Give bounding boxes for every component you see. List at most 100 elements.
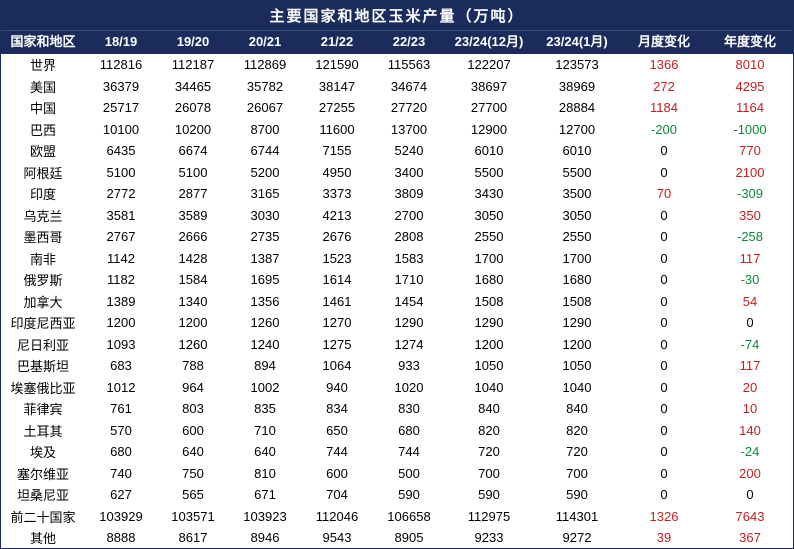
table-cell: 720 bbox=[533, 444, 621, 459]
table-cell: 坦桑尼亚 bbox=[1, 485, 85, 504]
table-cell: -24 bbox=[707, 444, 793, 459]
table-cell: 112869 bbox=[229, 57, 301, 72]
table-cell: 0 bbox=[621, 143, 707, 158]
table-cell: 1680 bbox=[533, 272, 621, 287]
table-row: 印度尼西亚120012001260127012901290129000 bbox=[1, 312, 793, 334]
table-cell: 6435 bbox=[85, 143, 157, 158]
table-cell: 27255 bbox=[301, 100, 373, 115]
table-cell: 840 bbox=[445, 401, 533, 416]
table-cell: 0 bbox=[621, 401, 707, 416]
table-cell: 744 bbox=[301, 444, 373, 459]
table-cell: -1000 bbox=[707, 122, 793, 137]
table-cell: 820 bbox=[533, 423, 621, 438]
table-cell: 8010 bbox=[707, 57, 793, 72]
table-header-row: 国家和地区18/1919/2020/2121/2222/2323/24(12月)… bbox=[1, 30, 793, 54]
table-cell: 7155 bbox=[301, 143, 373, 158]
table-cell: 964 bbox=[157, 380, 229, 395]
table-row: 土耳其5706007106506808208200140 bbox=[1, 419, 793, 441]
table-cell: 印度尼西亚 bbox=[1, 313, 85, 332]
table-cell: 0 bbox=[621, 337, 707, 352]
table-cell: 南非 bbox=[1, 249, 85, 268]
table-cell: 1584 bbox=[157, 272, 229, 287]
table-cell: 1240 bbox=[229, 337, 301, 352]
table-cell: 美国 bbox=[1, 77, 85, 96]
table-row: 阿根廷510051005200495034005500550002100 bbox=[1, 161, 793, 183]
table-cell: 1356 bbox=[229, 294, 301, 309]
table-row: 坦桑尼亚62756567170459059059000 bbox=[1, 484, 793, 506]
table-cell: 2772 bbox=[85, 186, 157, 201]
table-cell: 1290 bbox=[445, 315, 533, 330]
table-cell: 680 bbox=[373, 423, 445, 438]
table-cell: 112975 bbox=[445, 509, 533, 524]
table-cell: 103929 bbox=[85, 509, 157, 524]
table-cell: 菲律宾 bbox=[1, 399, 85, 418]
table-cell: 1012 bbox=[85, 380, 157, 395]
table-cell: 803 bbox=[157, 401, 229, 416]
table-cell: 1366 bbox=[621, 57, 707, 72]
table-cell: 28884 bbox=[533, 100, 621, 115]
table-cell: 570 bbox=[85, 423, 157, 438]
table-cell: 830 bbox=[373, 401, 445, 416]
table-cell: 10 bbox=[707, 401, 793, 416]
corn-production-table: 主要国家和地区玉米产量（万吨） 国家和地区18/1919/2020/2121/2… bbox=[0, 0, 794, 549]
table-cell: 1050 bbox=[533, 358, 621, 373]
table-cell: 39 bbox=[621, 530, 707, 545]
table-cell: 9272 bbox=[533, 530, 621, 545]
table-cell: 590 bbox=[373, 487, 445, 502]
table-cell: 106658 bbox=[373, 509, 445, 524]
table-cell: 0 bbox=[621, 229, 707, 244]
table-cell: 4295 bbox=[707, 79, 793, 94]
table-cell: 1583 bbox=[373, 251, 445, 266]
table-cell: 835 bbox=[229, 401, 301, 416]
table-cell: 1260 bbox=[229, 315, 301, 330]
table-cell: 墨西哥 bbox=[1, 227, 85, 246]
table-cell: 840 bbox=[533, 401, 621, 416]
table-cell: 1064 bbox=[301, 358, 373, 373]
table-cell: 中国 bbox=[1, 98, 85, 117]
table-row: 南非11421428138715231583170017000117 bbox=[1, 247, 793, 269]
table-cell: 0 bbox=[621, 165, 707, 180]
table-cell: 13700 bbox=[373, 122, 445, 137]
table-cell: 0 bbox=[621, 466, 707, 481]
table-cell: 671 bbox=[229, 487, 301, 502]
table-cell: 3589 bbox=[157, 208, 229, 223]
table-cell: 121590 bbox=[301, 57, 373, 72]
table-cell: 3050 bbox=[533, 208, 621, 223]
table-cell: 印度 bbox=[1, 184, 85, 203]
table-cell: 0 bbox=[621, 358, 707, 373]
table-cell: 112187 bbox=[157, 57, 229, 72]
table-cell: 590 bbox=[533, 487, 621, 502]
table-cell: 26067 bbox=[229, 100, 301, 115]
table-cell: 200 bbox=[707, 466, 793, 481]
table-cell: 3030 bbox=[229, 208, 301, 223]
table-cell: 俄罗斯 bbox=[1, 270, 85, 289]
table-body: 世界11281611218711286912159011556312220712… bbox=[1, 54, 793, 549]
table-row: 墨西哥27672666273526762808255025500-258 bbox=[1, 226, 793, 248]
table-cell: 10200 bbox=[157, 122, 229, 137]
table-cell: 1428 bbox=[157, 251, 229, 266]
table-cell: 350 bbox=[707, 208, 793, 223]
table-cell: 834 bbox=[301, 401, 373, 416]
table-cell: 367 bbox=[707, 530, 793, 545]
table-cell: -30 bbox=[707, 272, 793, 287]
table-cell: 770 bbox=[707, 143, 793, 158]
table-cell: 720 bbox=[445, 444, 533, 459]
table-cell: 巴西 bbox=[1, 120, 85, 139]
table-cell: 38697 bbox=[445, 79, 533, 94]
table-cell: 9233 bbox=[445, 530, 533, 545]
table-cell: 6010 bbox=[533, 143, 621, 158]
table-cell: 1020 bbox=[373, 380, 445, 395]
table-cell: 0 bbox=[621, 444, 707, 459]
table-title: 主要国家和地区玉米产量（万吨） bbox=[1, 1, 793, 30]
table-cell: 世界 bbox=[1, 55, 85, 74]
table-cell: 8888 bbox=[85, 530, 157, 545]
table-cell: 欧盟 bbox=[1, 141, 85, 160]
table-cell: 1200 bbox=[157, 315, 229, 330]
table-cell: 34465 bbox=[157, 79, 229, 94]
table-cell: 12900 bbox=[445, 122, 533, 137]
table-cell: 140 bbox=[707, 423, 793, 438]
table-cell: 1093 bbox=[85, 337, 157, 352]
table-cell: 1523 bbox=[301, 251, 373, 266]
table-row: 俄罗斯11821584169516141710168016800-30 bbox=[1, 269, 793, 291]
table-cell: 1290 bbox=[373, 315, 445, 330]
